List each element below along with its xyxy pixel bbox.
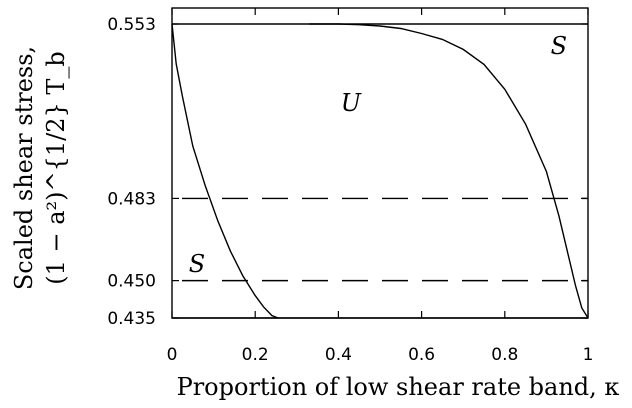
region-label-u: U bbox=[341, 89, 362, 117]
region-label-s: S bbox=[189, 250, 205, 278]
x-tick-label: 0.2 bbox=[242, 345, 269, 365]
x-tick-label: 1 bbox=[583, 345, 594, 365]
curve-2 bbox=[309, 23, 589, 319]
x-tick-label: 0 bbox=[167, 345, 178, 365]
x-tick-label: 0.6 bbox=[408, 345, 435, 365]
plot-frame bbox=[171, 7, 589, 319]
y-tick-label: 0.483 bbox=[107, 189, 156, 209]
region-label-s: S bbox=[551, 32, 567, 60]
y-tick-label: 0.553 bbox=[107, 15, 156, 35]
y-tick-label: 0.450 bbox=[107, 272, 156, 292]
y-axis-label-line2: (1 − a²)^{1/2} T_b bbox=[42, 51, 70, 285]
y-tick-label: 0.435 bbox=[107, 309, 156, 329]
x-axis-label: Proportion of low shear rate band, κ bbox=[177, 373, 620, 401]
x-tick-label: 0.8 bbox=[491, 345, 518, 365]
y-axis-label-line1: Scaled shear stress, bbox=[10, 46, 38, 290]
x-tick-label: 0.4 bbox=[325, 345, 352, 365]
curve-1 bbox=[171, 23, 279, 319]
